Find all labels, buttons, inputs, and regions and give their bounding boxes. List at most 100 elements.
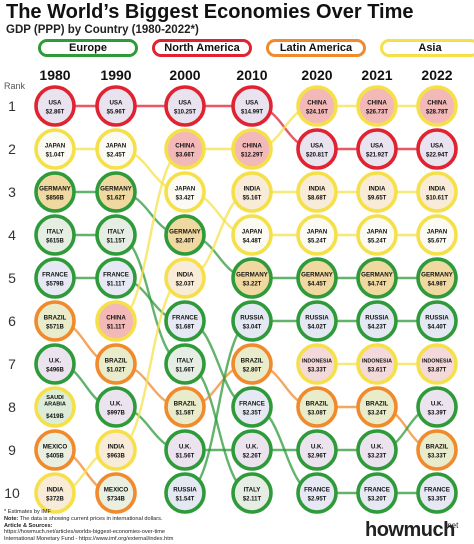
country-node: ITALY $1.15T [95,214,137,256]
country-name: BRAZIL [44,315,67,322]
country-name: FRANCE [239,401,265,408]
footnote-source-link-2[interactable]: International Monetary Fund - https://ww… [4,536,174,543]
country-node-circle [416,300,458,342]
year-label: 1990 [100,67,131,83]
country-node-circle [164,386,206,428]
country-name: INDIA [177,272,194,279]
gdp-value: $24.16T [306,110,328,116]
chart-subtitle: GDP (PPP) by Country (1980-2022*) [6,24,199,36]
country-name: U.K. [49,358,62,365]
gdp-value: $372B [46,497,64,503]
country-node-circle [34,214,76,256]
country-node: U.K. $3.39T [416,386,458,428]
gdp-value: $1.68T [176,325,195,331]
gdp-value: $571B [46,325,64,331]
gdp-value: $1.04T [46,153,65,159]
country-name: RUSSIA [305,315,329,322]
country-name: BRAZIL [241,358,264,365]
gdp-value: $14.99T [241,110,263,116]
gdp-value: $1.58T [176,411,195,417]
country-node: MEXICO $734B [95,472,137,514]
rank-labels: 1 2 3 4 5 6 7 8 9 10 [4,98,20,501]
country-name: USA [310,143,324,150]
country-node-circle [356,85,398,127]
country-node-circle [95,386,137,428]
rank-label: 5 [8,270,16,286]
country-name: INDIA [108,444,125,451]
country-node: USA $21.92T [356,128,398,170]
legend-item-latin-america: Latin America [266,39,366,57]
country-node-circle [296,128,338,170]
country-name: INDONESIA [362,359,392,365]
country-name: U.K. [179,444,192,451]
gdp-value: $2.40T [176,239,195,245]
year-label: 1980 [39,67,70,83]
country-node: U.K. $496B [34,343,76,385]
country-name: ITALY [177,358,195,365]
country-node-circle [356,257,398,299]
country-name: FRANCE [424,487,450,494]
gdp-value: $5.16T [243,196,262,202]
country-node: FRANCE $3.35T [416,472,458,514]
country-node: INDIA $9.65T [356,171,398,213]
country-name: CHINA [427,100,447,107]
gdp-value: $5.67T [428,239,447,245]
footnote-source-link-1[interactable]: https://howmuch.net/articles/worlds-bigg… [4,529,166,536]
country-node: INDIA $2.03T [164,257,206,299]
country-name: JAPAN [106,143,127,150]
country-nodes: USA $2.86T JAPAN $1.04T GERMANY $856B ITALY $61… [34,85,458,514]
country-node: ITALY $2.11T [231,472,273,514]
country-node-circle [231,472,273,514]
country-node-circle [164,343,206,385]
gdp-value: $3.61T [368,368,387,374]
country-node: INDONESIA $3.87T [416,343,458,385]
country-node: RUSSIA $1.54T [164,472,206,514]
country-node: JAPAN $4.48T [231,214,273,256]
country-name: ITALY [47,229,65,236]
country-node: JAPAN $1.04T [34,128,76,170]
gdp-value: $2.86T [46,110,65,116]
country-node: GERMANY $4.98T [416,257,458,299]
gdp-value: $1.11T [107,282,126,288]
gdp-value: $4.23T [368,325,387,331]
country-name: INDIA [47,487,64,494]
country-name: CHINA [106,315,126,322]
gdp-value: $2.80T [243,368,262,374]
country-node: GERMANY $4.45T [296,257,338,299]
country-name: GERMANY [169,229,201,236]
gdp-value: $1.56T [176,454,195,460]
country-node-circle [296,171,338,213]
footnote: * Estimates by IMF Note: The data is sho… [4,509,264,543]
legend-item-europe: Europe [38,39,138,57]
country-node: CHINA $28.78T [416,85,458,127]
gdp-value: $28.78T [426,110,448,116]
gdp-value: $2.45T [107,153,126,159]
country-name: BRAZIL [174,401,197,408]
country-node-circle [356,128,398,170]
country-node-circle [416,128,458,170]
country-node-circle [296,472,338,514]
country-name: USA [245,100,259,107]
country-name: BRAZIL [306,401,329,408]
country-node-circle [164,128,206,170]
country-node: INDONESIA $3.61T [356,343,398,385]
country-node-circle [95,343,137,385]
country-name: U.K. [371,444,384,451]
country-name: ITALY [108,229,126,236]
country-node: JAPAN $5.67T [416,214,458,256]
country-name: FRANCE [103,272,129,279]
country-node: JAPAN $5.24T [356,214,398,256]
country-node: USA $10.25T [164,85,206,127]
country-node: U.K. $997B [95,386,137,428]
rank-label: 2 [8,141,16,157]
gdp-value: $3.22T [243,282,262,288]
country-name: FRANCE [172,315,198,322]
country-node: BRAZIL $3.33T [416,429,458,471]
country-node: CHINA $26.73T [356,85,398,127]
country-name: BRAZIL [105,358,128,365]
country-name: GERMANY [100,186,132,193]
country-node: INDIA $10.61T [416,171,458,213]
country-node-circle [95,85,137,127]
country-node-circle [34,343,76,385]
